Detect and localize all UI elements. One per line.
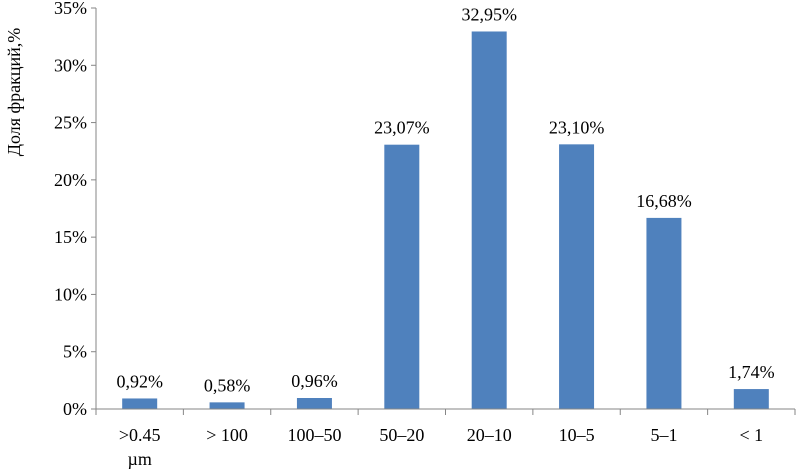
x-tick-label: > 100 <box>206 425 248 445</box>
data-labels: 0,92% 0,58% 0,96% 23,07% 32,95% 23,10% 16,68% 1… <box>116 4 774 395</box>
data-label: 32,95% <box>461 4 517 24</box>
axes <box>95 8 795 410</box>
x-tick-label: 5–1 <box>650 425 677 445</box>
data-label: 1,74% <box>728 362 775 382</box>
x-tick-label: < 1 <box>739 425 763 445</box>
x-tick-label: 10–5 <box>559 425 595 445</box>
data-label: 23,07% <box>374 118 430 138</box>
x-tick-label: 100–50 <box>287 425 341 445</box>
y-tick-label: 25% <box>54 113 87 133</box>
y-tick-label: 5% <box>63 342 87 362</box>
y-tick-label: 10% <box>54 284 87 304</box>
y-tick-label: 30% <box>54 55 87 75</box>
bar <box>209 402 245 409</box>
y-tick-label: 0% <box>63 399 87 419</box>
y-tick-label: 15% <box>54 227 87 247</box>
bar <box>122 398 158 409</box>
bar <box>733 389 769 409</box>
x-tick-label: 20–10 <box>467 425 512 445</box>
data-label: 0,58% <box>204 375 251 395</box>
x-axis-ticks: >0.45 µm > 100 100–50 50–20 20–10 10–5 5–1 < 1 <box>95 409 796 469</box>
bar <box>559 144 595 409</box>
bars <box>122 31 769 409</box>
y-tick-label: 35% <box>54 0 87 18</box>
data-label: 0,92% <box>116 371 163 391</box>
bar <box>471 31 507 409</box>
bar <box>384 144 420 409</box>
data-label: 0,96% <box>291 371 338 391</box>
data-label: 16,68% <box>636 191 692 211</box>
x-tick-label: >0.45 µm <box>119 425 161 469</box>
y-axis-label: Доля фракций,% <box>4 28 24 157</box>
bar <box>646 217 682 409</box>
y-tick-label: 20% <box>54 170 87 190</box>
y-axis-ticks: 0% 5% 10% 15% 20% 25% 30% 35% <box>54 0 96 419</box>
bar <box>296 398 332 409</box>
data-label: 23,10% <box>549 117 605 137</box>
x-tick-label: 50–20 <box>379 425 424 445</box>
